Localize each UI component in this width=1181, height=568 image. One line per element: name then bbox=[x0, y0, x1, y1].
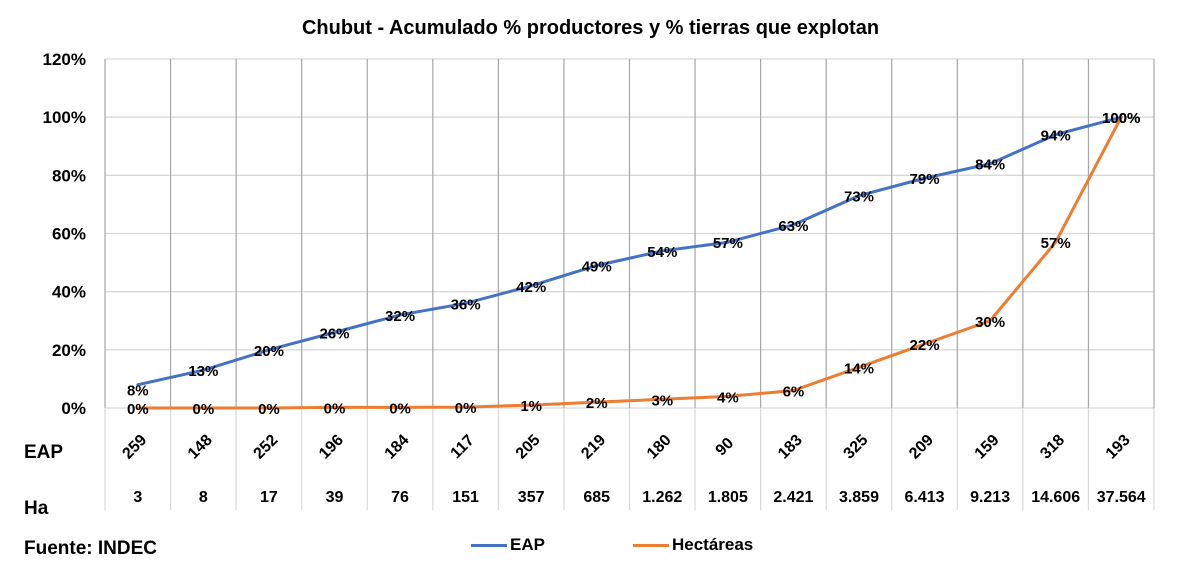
row-label-eap: EAP bbox=[24, 442, 64, 463]
data-label-hectareas: 4% bbox=[717, 389, 739, 406]
legend: EAP Hectáreas bbox=[471, 535, 783, 555]
hectares-value-label: 357 bbox=[518, 489, 545, 506]
eap-count-label: 159 bbox=[972, 432, 1003, 463]
series-line-eap bbox=[136, 115, 1123, 387]
eap-count-label: 205 bbox=[513, 432, 544, 463]
source-note: Fuente: INDEC bbox=[24, 538, 157, 559]
hectares-value-label: 39 bbox=[326, 489, 344, 506]
eap-count-label: 117 bbox=[448, 432, 478, 462]
y-tick-label: 80% bbox=[52, 166, 86, 185]
eap-count-label: 180 bbox=[644, 432, 675, 463]
y-tick-label: 0% bbox=[61, 399, 86, 418]
data-label-eap: 63% bbox=[778, 218, 808, 235]
data-label-hectareas: 30% bbox=[975, 314, 1005, 331]
data-label-hectareas: 100% bbox=[1102, 110, 1140, 127]
hectares-value-label: 1.262 bbox=[642, 489, 682, 506]
data-label-eap: 13% bbox=[188, 363, 218, 380]
eap-count-label: 196 bbox=[316, 432, 347, 463]
data-label-eap: 8% bbox=[127, 383, 149, 400]
chart-title: Chubut - Acumulado % productores y % tie… bbox=[301, 17, 880, 39]
data-label-hectareas: 0% bbox=[389, 400, 411, 417]
y-tick-label: 120% bbox=[43, 50, 86, 69]
series-line-hectareas bbox=[136, 115, 1123, 410]
hectares-value-label: 1.805 bbox=[708, 489, 748, 506]
eap-count-label: 209 bbox=[906, 432, 937, 463]
data-label-eap: 20% bbox=[254, 343, 284, 360]
data-label-eap: 57% bbox=[713, 235, 743, 252]
eap-count-label: 219 bbox=[578, 432, 609, 463]
eap-count-label: 259 bbox=[119, 432, 150, 463]
data-label-eap: 94% bbox=[1041, 128, 1071, 145]
legend-swatch-eap bbox=[471, 543, 507, 547]
data-label-hectareas: 1% bbox=[520, 398, 542, 415]
hectares-value-label: 37.564 bbox=[1097, 489, 1146, 506]
eap-count-label: 183 bbox=[775, 432, 806, 463]
y-tick-label: 100% bbox=[43, 108, 86, 127]
hectares-value-label: 76 bbox=[391, 489, 409, 506]
data-label-hectareas: 22% bbox=[910, 337, 940, 354]
data-label-hectareas: 57% bbox=[1041, 235, 1071, 252]
eap-count-label: 193 bbox=[1103, 432, 1134, 463]
eap-count-label: 318 bbox=[1037, 432, 1068, 463]
eap-count-label: 252 bbox=[251, 432, 282, 463]
data-label-eap: 84% bbox=[975, 157, 1005, 174]
data-label-eap: 26% bbox=[319, 325, 349, 342]
hectares-value-label: 17 bbox=[260, 489, 278, 506]
data-label-eap: 79% bbox=[910, 171, 940, 188]
data-label-eap: 100% bbox=[1102, 110, 1140, 127]
data-label-hectareas: 14% bbox=[844, 360, 874, 377]
data-label-eap: 73% bbox=[844, 189, 874, 206]
legend-label-eap: EAP bbox=[510, 535, 545, 554]
data-label-eap: 42% bbox=[516, 279, 546, 296]
hectares-value-label: 3.859 bbox=[839, 489, 879, 506]
hectares-value-label: 6.413 bbox=[905, 489, 945, 506]
legend-swatch-hectareas bbox=[632, 543, 669, 547]
row-label-ha: Ha bbox=[24, 498, 49, 519]
legend-item-hectareas: Hectáreas bbox=[632, 535, 754, 555]
hectares-value-label: 14.606 bbox=[1031, 489, 1080, 506]
data-label-hectareas: 0% bbox=[455, 400, 477, 417]
data-label-hectareas: 2% bbox=[586, 395, 608, 412]
hectares-value-label: 685 bbox=[583, 489, 610, 506]
data-label-hectareas: 3% bbox=[651, 392, 673, 409]
y-tick-label: 40% bbox=[52, 283, 86, 302]
eap-count-label: 184 bbox=[382, 432, 413, 463]
data-label-hectareas: 0% bbox=[324, 400, 346, 417]
legend-item-eap: EAP bbox=[471, 535, 545, 555]
data-label-hectareas: 0% bbox=[258, 401, 280, 418]
y-tick-label: 60% bbox=[52, 225, 86, 244]
data-label-hectareas: 6% bbox=[783, 384, 805, 401]
data-label-eap: 36% bbox=[451, 296, 481, 313]
eap-count-label: 90 bbox=[713, 435, 738, 460]
data-label-eap: 54% bbox=[647, 244, 677, 261]
hectares-value-label: 9.213 bbox=[970, 489, 1010, 506]
eap-count-label: 325 bbox=[841, 432, 872, 463]
hectares-value-label: 3 bbox=[133, 489, 142, 506]
hectares-value-label: 2.421 bbox=[773, 489, 813, 506]
data-label-hectareas: 0% bbox=[127, 401, 149, 418]
eap-count-label: 148 bbox=[185, 432, 216, 463]
data-label-hectareas: 0% bbox=[193, 401, 215, 418]
data-label-eap: 32% bbox=[385, 308, 415, 325]
data-label-eap: 49% bbox=[582, 258, 612, 275]
hectares-value-label: 8 bbox=[199, 489, 208, 506]
y-tick-label: 20% bbox=[52, 341, 86, 360]
hectares-value-label: 151 bbox=[452, 489, 479, 506]
legend-label-hectareas: Hectáreas bbox=[671, 535, 754, 554]
